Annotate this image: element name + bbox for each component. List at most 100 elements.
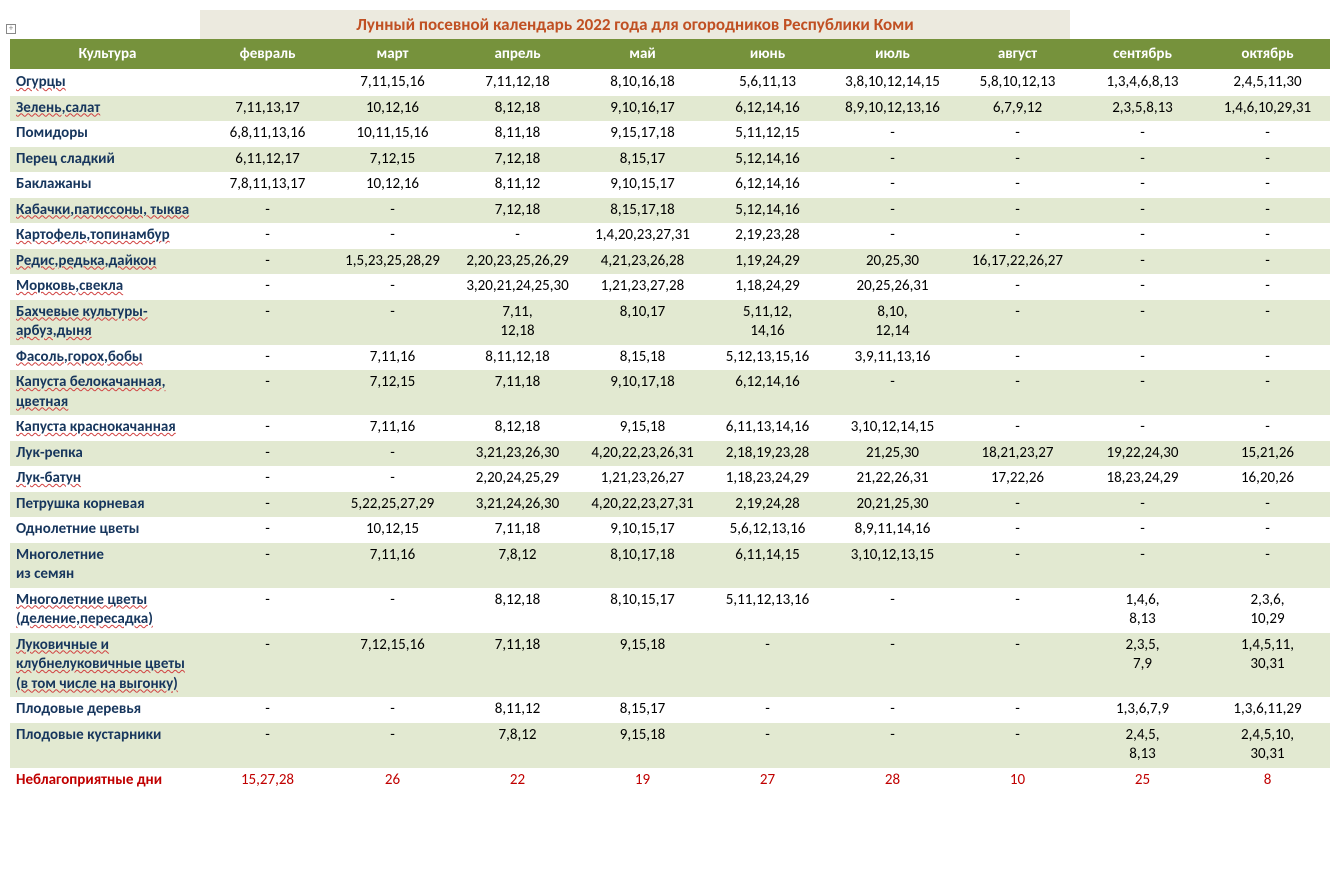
- cell: -: [1205, 492, 1330, 518]
- cell: -: [830, 723, 955, 768]
- cell: -: [1205, 345, 1330, 371]
- cell: 4,21,23,26,28: [580, 249, 705, 275]
- cell: 7,12,15,16: [330, 633, 455, 698]
- cell: 8,10,12,14: [830, 300, 955, 345]
- culture-name: Баклажаны: [10, 172, 205, 198]
- cell: 27: [705, 768, 830, 794]
- cell: 1,18,24,29: [705, 274, 830, 300]
- cell: 1,21,23,27,28: [580, 274, 705, 300]
- cell: 9,15,18: [580, 633, 705, 698]
- cell: 21,22,26,31: [830, 466, 955, 492]
- table-head: Культурафевральмартапрельмайиюньиюльавгу…: [10, 39, 1330, 70]
- cell: 6,12,14,16: [705, 172, 830, 198]
- cell: -: [205, 249, 330, 275]
- culture-name: Морковь,свекла: [10, 274, 205, 300]
- cell: -: [205, 588, 330, 633]
- cell: 7,8,11,13,17: [205, 172, 330, 198]
- cell: -: [1080, 274, 1205, 300]
- table-row: Лук-репка--3,21,23,26,304,20,22,23,26,31…: [10, 441, 1330, 467]
- cell: 3,21,24,26,30: [455, 492, 580, 518]
- cell: -: [330, 466, 455, 492]
- cell: -: [830, 172, 955, 198]
- cell: -: [1080, 517, 1205, 543]
- culture-name: Однолетние цветы: [10, 517, 205, 543]
- cell: -: [1080, 147, 1205, 173]
- cell: -: [1080, 492, 1205, 518]
- cell: -: [205, 223, 330, 249]
- cell: 4,20,22,23,27,31: [580, 492, 705, 518]
- cell: 25: [1080, 768, 1205, 794]
- cell: -: [955, 172, 1080, 198]
- cell: 10,12,15: [330, 517, 455, 543]
- culture-name: Огурцы: [10, 70, 205, 96]
- cell: 8,15,18: [580, 345, 705, 371]
- cell: 8: [1205, 768, 1330, 794]
- cell: 9,10,17,18: [580, 370, 705, 415]
- cell: 2,18,19,23,28: [705, 441, 830, 467]
- culture-name: Помидоры: [10, 121, 205, 147]
- cell: -: [1080, 223, 1205, 249]
- cell: -: [955, 274, 1080, 300]
- cell: 1,21,23,26,27: [580, 466, 705, 492]
- cell: 2,3,5,8,13: [1080, 96, 1205, 122]
- culture-name: Бахчевые культуры-арбуз,дыня: [10, 300, 205, 345]
- cell: -: [205, 198, 330, 224]
- cell: 2,19,24,28: [705, 492, 830, 518]
- cell: 7,8,12: [455, 723, 580, 768]
- cell: -: [955, 723, 1080, 768]
- cell: 2,4,5,10,30,31: [1205, 723, 1330, 768]
- cell: 10: [955, 768, 1080, 794]
- cell: -: [455, 223, 580, 249]
- culture-name: Кабачки,патиссоны, тыква: [10, 198, 205, 224]
- table-row: Однолетние цветы-10,12,157,11,189,10,15,…: [10, 517, 1330, 543]
- cell: 2,3,6,10,29: [1205, 588, 1330, 633]
- cell: -: [1080, 198, 1205, 224]
- cell: 1,4,20,23,27,31: [580, 223, 705, 249]
- cell: -: [205, 441, 330, 467]
- cell: -: [955, 147, 1080, 173]
- cell: 3,20,21,24,25,30: [455, 274, 580, 300]
- cell: 4,20,22,23,26,31: [580, 441, 705, 467]
- cell: -: [330, 723, 455, 768]
- cell: -: [330, 223, 455, 249]
- cell: 7,12,18: [455, 147, 580, 173]
- cell: -: [1080, 345, 1205, 371]
- cell: 22: [455, 768, 580, 794]
- cell: 8,12,18: [455, 415, 580, 441]
- cell: 8,15,17: [580, 147, 705, 173]
- cell: 16,20,26: [1205, 466, 1330, 492]
- cell: 8,11,12,18: [455, 345, 580, 371]
- col-month-1: март: [330, 39, 455, 70]
- cell: -: [205, 517, 330, 543]
- cell: 9,10,15,17: [580, 172, 705, 198]
- cell: 1,3,4,6,8,13: [1080, 70, 1205, 96]
- cell: -: [955, 345, 1080, 371]
- table-row: Лук-батун--2,20,24,25,291,21,23,26,271,1…: [10, 466, 1330, 492]
- cell: 5,22,25,27,29: [330, 492, 455, 518]
- culture-name: Лук-батун: [10, 466, 205, 492]
- table-row: Неблагоприятные дни15,27,282622192728102…: [10, 768, 1330, 794]
- cell: 8,12,18: [455, 588, 580, 633]
- table-row: Петрушка корневая-5,22,25,27,293,21,24,2…: [10, 492, 1330, 518]
- cell: 2,19,23,28: [705, 223, 830, 249]
- cell: 9,10,16,17: [580, 96, 705, 122]
- cell: -: [955, 697, 1080, 723]
- table-body: Огурцы7,11,15,167,11,12,188,10,16,185,6,…: [10, 70, 1330, 794]
- cell: 2,4,5,11,30: [1205, 70, 1330, 96]
- cell: 9,15,17,18: [580, 121, 705, 147]
- cell: -: [955, 415, 1080, 441]
- table-row: Фасоль,горох,бобы-7,11,168,11,12,188,15,…: [10, 345, 1330, 371]
- cell: 10,11,15,16: [330, 121, 455, 147]
- culture-name: Многолетние цветы (деление,пересадка): [10, 588, 205, 633]
- cell: 5,12,14,16: [705, 198, 830, 224]
- cell: -: [1080, 543, 1205, 588]
- cell: 7,12,18: [455, 198, 580, 224]
- cell: 7,8,12: [455, 543, 580, 588]
- cell: -: [955, 198, 1080, 224]
- cell: -: [1205, 517, 1330, 543]
- cell: 1,19,24,29: [705, 249, 830, 275]
- cell: -: [1080, 249, 1205, 275]
- culture-name: Картофель,топинамбур: [10, 223, 205, 249]
- cell: 9,15,18: [580, 723, 705, 768]
- culture-name: Зелень,салат: [10, 96, 205, 122]
